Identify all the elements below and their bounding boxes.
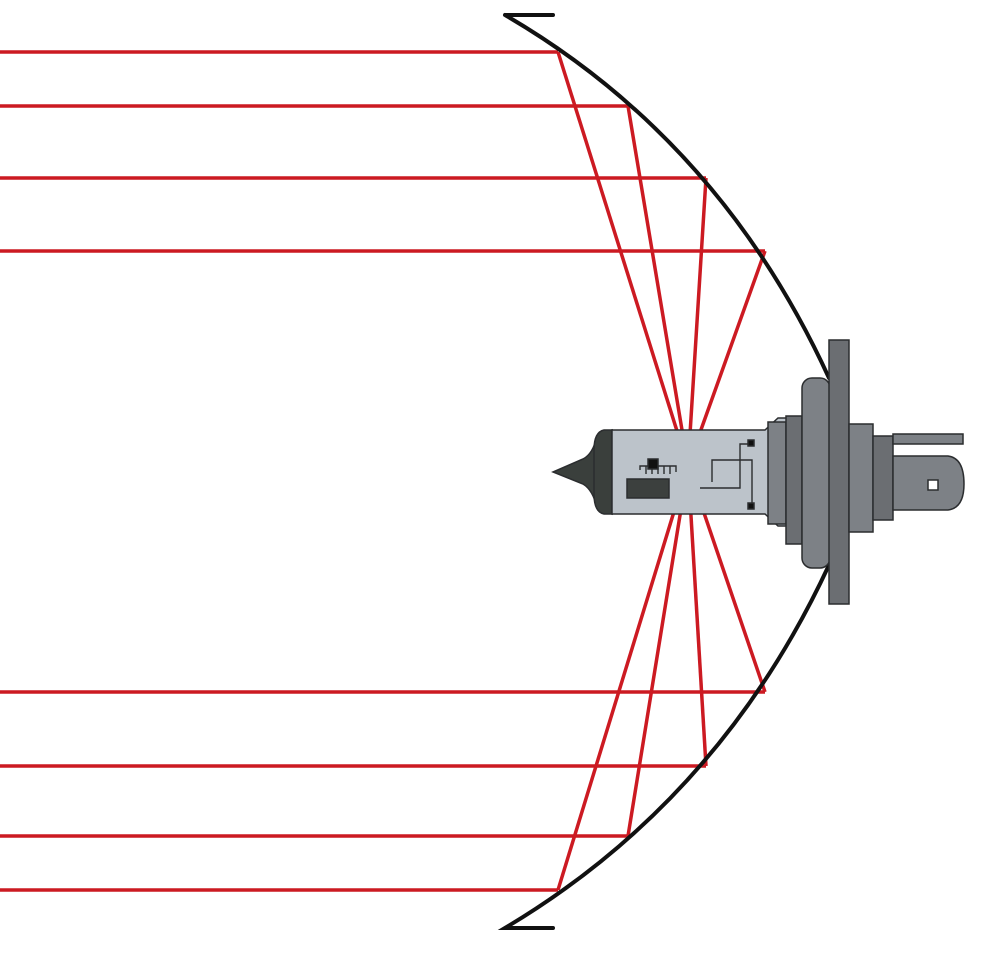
base-flange-plate xyxy=(828,339,850,605)
wire-node-bottom xyxy=(747,502,755,510)
focal-ray-6 xyxy=(686,465,708,767)
reflector-upper-arc xyxy=(503,13,831,380)
wire-node-top xyxy=(747,439,755,447)
base-collar-1 xyxy=(767,421,787,525)
bulb-cap-body xyxy=(593,429,613,515)
connector-pin-icon xyxy=(927,479,939,491)
focal-ray-3 xyxy=(686,177,708,467)
parabolic-reflector xyxy=(497,13,831,930)
filament-coil xyxy=(647,458,659,470)
focal-ray-8 xyxy=(556,465,690,891)
halogen-bulb xyxy=(551,339,965,605)
base-flange-block xyxy=(801,377,831,569)
connector-tab xyxy=(892,433,964,445)
bulb-glass-envelope xyxy=(611,417,791,527)
base-collar-2 xyxy=(785,415,803,545)
base-neck xyxy=(872,435,894,521)
focal-ray-7 xyxy=(626,465,690,837)
parallel-light-rays xyxy=(0,50,765,892)
base-ring xyxy=(848,423,874,533)
filament-shield xyxy=(626,478,670,499)
focal-ray-1 xyxy=(556,51,690,467)
focal-ray-2 xyxy=(626,105,690,467)
reflector-lower-arc xyxy=(497,563,831,930)
